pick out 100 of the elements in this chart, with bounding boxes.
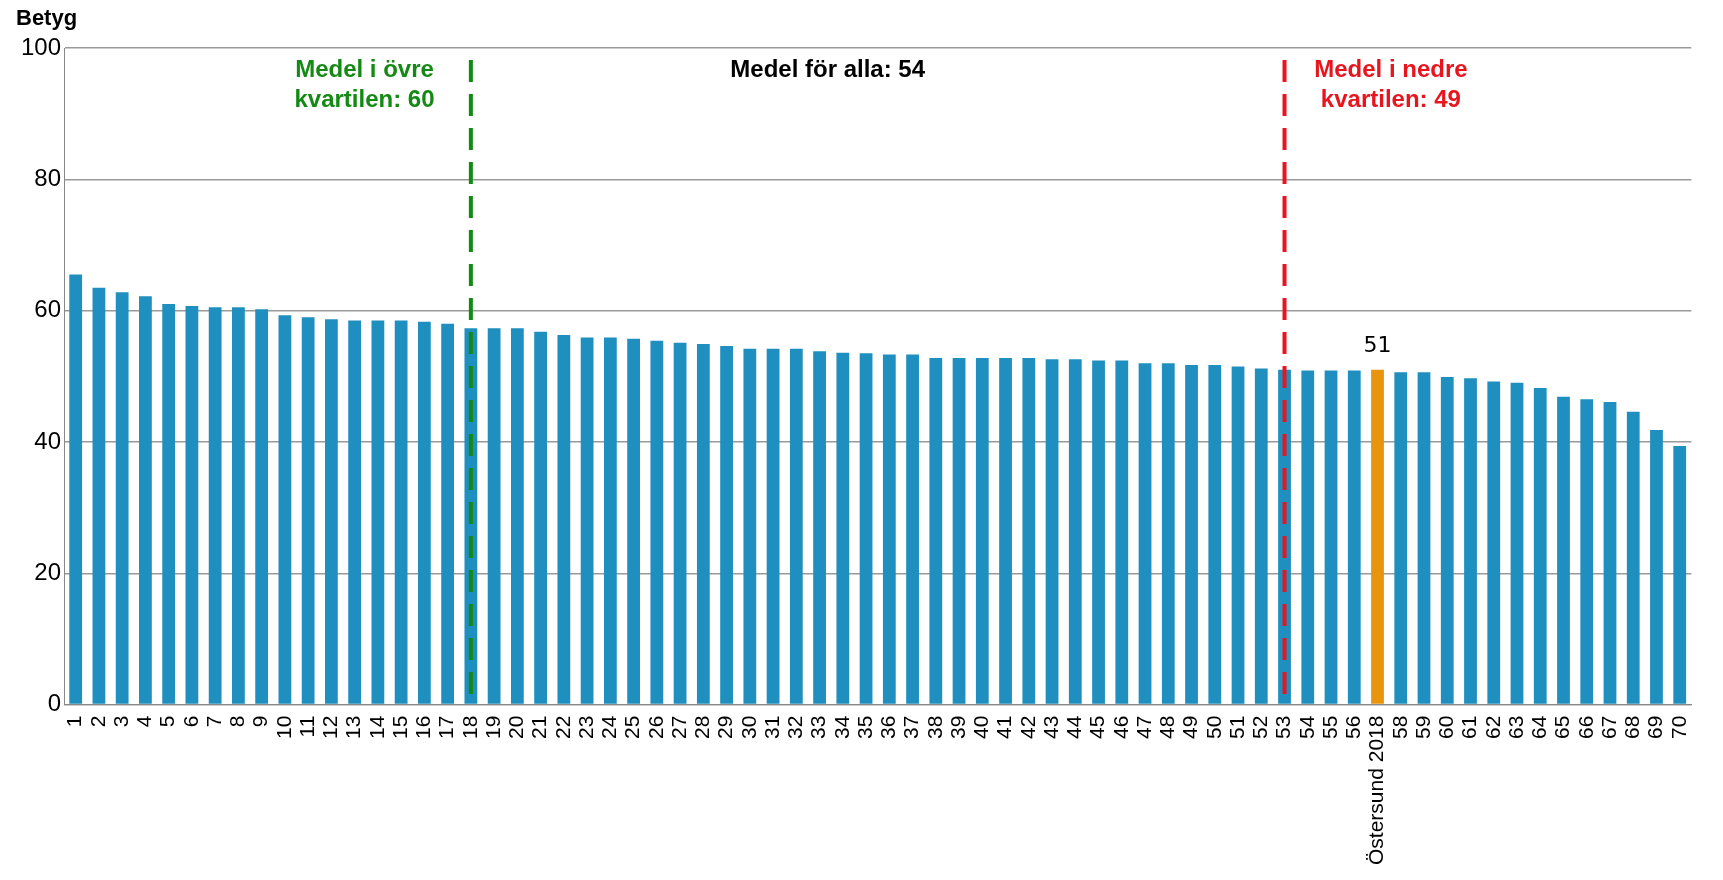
x-tick-label: Östersund 2018	[1364, 715, 1388, 866]
y-axis-title: Betyg	[16, 5, 78, 31]
x-tick-label: 27	[666, 715, 690, 739]
bar	[1440, 376, 1454, 704]
bar	[720, 346, 733, 704]
bar	[906, 354, 919, 704]
bar	[371, 320, 385, 704]
bar	[324, 319, 338, 704]
bar	[650, 340, 664, 704]
x-tick-label: 8	[225, 715, 249, 728]
x-tick-label: 44	[1062, 715, 1086, 739]
bar	[1324, 370, 1338, 704]
x-tick-label: 66	[1573, 715, 1597, 739]
bar	[1115, 360, 1129, 704]
bar	[743, 348, 757, 704]
x-tick-label: 33	[806, 715, 830, 739]
bar	[1394, 372, 1408, 704]
bar	[208, 307, 222, 704]
bar	[510, 328, 524, 704]
x-tick-label: 22	[550, 715, 574, 739]
x-tick-label: 38	[922, 715, 946, 739]
bar	[1138, 363, 1152, 704]
bar	[348, 320, 362, 704]
bar	[185, 306, 199, 704]
bar	[1347, 370, 1361, 704]
bar	[952, 357, 966, 704]
x-tick-label: 70	[1666, 715, 1690, 739]
x-tick-label: 1	[62, 715, 86, 728]
x-tick-label: 26	[643, 715, 667, 739]
x-tick-label: 50	[1201, 715, 1225, 739]
x-tick-label: 16	[411, 715, 435, 739]
bar	[417, 321, 431, 704]
x-tick-label: 53	[1271, 715, 1295, 739]
bar	[603, 337, 617, 704]
bar	[1417, 372, 1431, 704]
y-tick-label: 20	[34, 557, 62, 585]
x-tick-label: 12	[318, 715, 342, 739]
x-tick-label: 65	[1550, 715, 1574, 739]
bar	[1092, 360, 1105, 704]
bar	[696, 344, 710, 704]
x-tick-label: 62	[1480, 715, 1504, 739]
x-tick-label: 36	[876, 715, 900, 739]
x-tick-label: 58	[1387, 715, 1411, 739]
bar	[232, 307, 245, 704]
x-tick-label: 47	[1131, 715, 1155, 739]
bar	[1068, 359, 1082, 704]
bar	[534, 331, 548, 704]
x-tick-label: 5	[155, 715, 179, 728]
bar	[882, 354, 896, 704]
x-tick-label: 67	[1596, 715, 1620, 739]
x-tick-label: 39	[945, 715, 969, 739]
bar	[1510, 382, 1524, 704]
bar	[1487, 381, 1501, 704]
bar	[115, 292, 129, 704]
x-tick-label: 25	[620, 715, 644, 739]
y-tick-label: 80	[34, 163, 62, 191]
bar	[1603, 401, 1617, 704]
y-tick-label: 100	[21, 32, 62, 60]
bar	[580, 337, 594, 704]
bar	[1557, 396, 1570, 704]
x-tick-label: 17	[434, 715, 458, 739]
bar	[975, 357, 989, 704]
x-tick-label: 48	[1155, 715, 1179, 739]
bar	[813, 351, 826, 704]
bar	[1371, 369, 1384, 704]
y-tick-label: 40	[34, 426, 62, 454]
bar	[1208, 365, 1222, 704]
bar	[836, 352, 850, 704]
bar	[394, 320, 408, 704]
x-tick-label: 30	[736, 715, 760, 739]
x-tick-label: 32	[783, 715, 807, 739]
bar	[627, 338, 640, 704]
x-tick-label: 54	[1294, 715, 1318, 739]
bar	[1650, 430, 1663, 704]
x-tick-label: 3	[108, 715, 132, 728]
x-tick-label: 19	[480, 715, 504, 739]
x-tick-label: 40	[969, 715, 993, 739]
bar	[1254, 368, 1268, 704]
x-tick-label: 41	[992, 715, 1016, 739]
x-tick-label: 55	[1317, 715, 1341, 739]
x-tick-label: 42	[1015, 715, 1039, 739]
bar	[557, 334, 571, 704]
x-tick-label: 64	[1527, 715, 1551, 739]
x-tick-label: 37	[899, 715, 923, 739]
x-tick-label: 15	[387, 715, 411, 739]
x-tick-label: 45	[1085, 715, 1109, 739]
bar	[1580, 399, 1594, 704]
bar	[999, 357, 1012, 704]
x-tick-label: 23	[573, 715, 597, 739]
x-tick-label: 52	[1248, 715, 1272, 739]
bar	[1301, 370, 1315, 704]
bar	[1161, 363, 1175, 704]
x-tick-label: 13	[341, 715, 365, 739]
bar	[1045, 359, 1059, 704]
bar	[789, 348, 803, 704]
bar	[255, 309, 269, 704]
x-tick-label: 24	[597, 715, 621, 739]
x-tick-label: 43	[1038, 715, 1062, 739]
bar	[859, 353, 873, 704]
bar	[1022, 357, 1036, 704]
